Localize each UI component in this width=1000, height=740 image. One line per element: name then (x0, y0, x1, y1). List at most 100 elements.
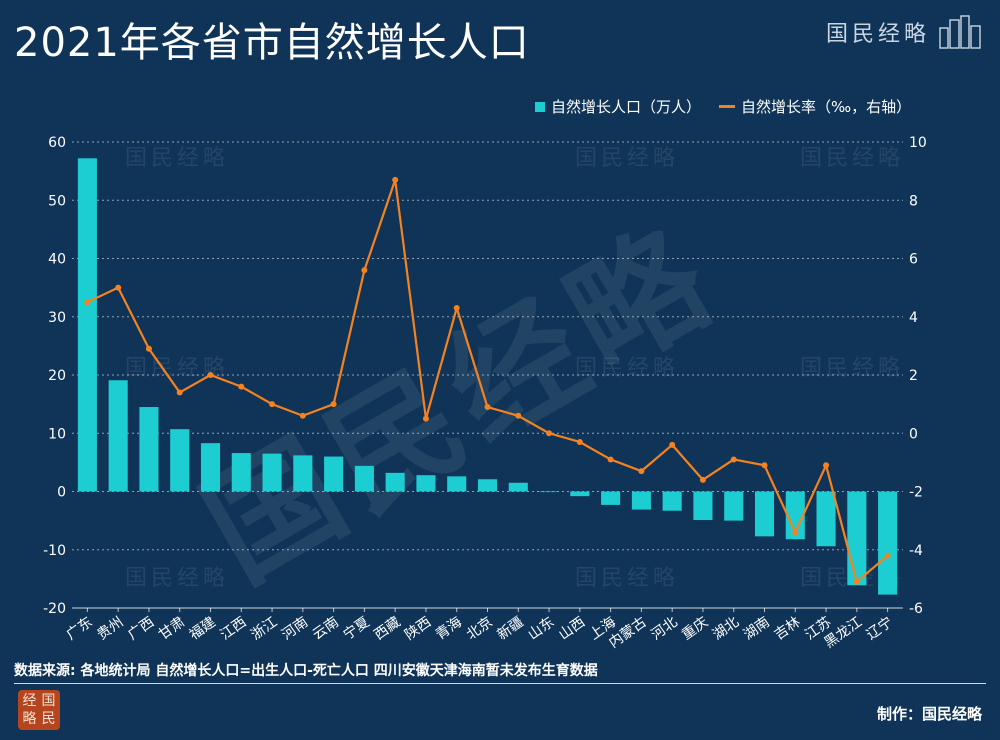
x-tick-label: 湖北 (710, 614, 742, 643)
y-tick-label-right: -6 (909, 601, 923, 617)
rate-point (392, 176, 399, 183)
rate-point (884, 552, 891, 559)
bar (631, 491, 651, 510)
x-tick-label: 新疆 (494, 614, 526, 643)
y-tick-label-right: 4 (909, 310, 918, 326)
legend-label-bar: 自然增长人口（万人） (551, 98, 702, 116)
legend-swatch-bar (535, 101, 545, 112)
bar (385, 472, 405, 492)
seal-char: 略 (22, 711, 37, 727)
x-tick-label: 湖南 (741, 614, 773, 643)
x-tick-label: 山东 (525, 614, 557, 643)
rate-point (607, 456, 614, 463)
seal-char: 国 (41, 693, 56, 709)
population-chart: 6050403020100-10-201086420-2-4-6广东贵州广西甘肃… (43, 135, 927, 651)
bar (324, 456, 344, 492)
bar (539, 491, 559, 493)
rate-point (299, 412, 306, 419)
credit-text: 制作：国民经略 (876, 705, 982, 723)
y-tick-label-right: 2 (909, 368, 918, 384)
data-source-note: 数据来源: 各地统计局 自然增长人口=出生人口-死亡人口 四川安徽天津海南暂未发… (14, 663, 598, 679)
y-tick-label-left: 50 (48, 193, 66, 209)
bar (170, 429, 190, 492)
rate-point (207, 372, 214, 378)
rate-point (84, 299, 91, 306)
y-tick-label-left: 0 (57, 485, 66, 501)
rate-point (669, 441, 676, 448)
bar (354, 465, 374, 492)
bar (108, 380, 128, 492)
y-tick-label-left: 10 (48, 426, 66, 442)
brand-name: 国民经略 (825, 22, 930, 47)
rate-point (730, 456, 737, 463)
bar (570, 491, 590, 497)
seal-char: 经 (22, 693, 37, 709)
footer-divider (14, 683, 986, 684)
rate-point (145, 345, 152, 352)
rate-point (422, 415, 429, 422)
x-tick-label: 青海 (433, 614, 465, 643)
rate-point (115, 284, 122, 291)
legend-item-bar: 自然增长人口（万人） (535, 96, 701, 117)
y-tick-label-right: -2 (909, 485, 923, 501)
bar (139, 407, 159, 492)
brand-logo: 国民经略 (826, 14, 982, 50)
bar (416, 475, 436, 492)
bar (200, 443, 221, 492)
x-tick-label: 河南 (279, 614, 311, 643)
x-tick-label: 重庆 (679, 614, 711, 643)
bar (601, 491, 621, 505)
y-tick-label-left: 60 (48, 135, 66, 151)
y-tick-label-left: 20 (48, 368, 66, 384)
rate-point (853, 578, 860, 585)
seal-logo: 经 国 略 民 (18, 690, 60, 730)
page-title: 2021年各省市自然增长人口 (14, 20, 530, 66)
x-tick-label: 云南 (310, 614, 342, 643)
seal-char: 民 (41, 711, 56, 727)
rate-point (638, 468, 645, 475)
bar (724, 491, 744, 521)
legend-label-line: 自然增长率（‰，右轴） (741, 98, 912, 116)
x-tick-label: 辽宁 (863, 613, 896, 643)
rate-point (699, 476, 706, 483)
x-tick-label: 河北 (648, 614, 680, 643)
rate-point (576, 438, 583, 445)
x-tick-label: 陕西 (402, 614, 434, 643)
legend-item-line: 自然增长率（‰，右轴） (719, 96, 911, 117)
y-tick-label-right: 10 (909, 135, 927, 151)
rate-point (546, 430, 553, 437)
bar (262, 453, 282, 492)
y-tick-label-left: 40 (48, 252, 66, 268)
rate-point (761, 462, 768, 469)
legend-swatch-line (719, 105, 736, 108)
bar (816, 491, 836, 547)
x-tick-label: 浙江 (248, 614, 280, 643)
rate-point (176, 389, 183, 396)
x-tick-label: 广西 (125, 614, 157, 643)
rate-point (330, 401, 337, 408)
bar (662, 491, 682, 511)
x-tick-label: 福建 (187, 614, 219, 643)
rate-point (269, 401, 276, 408)
y-tick-label-left: 30 (48, 310, 66, 326)
chart-legend: 自然增长人口（万人） 自然增长率（‰，右轴） (535, 96, 911, 117)
x-tick-label: 宁夏 (340, 613, 373, 643)
x-tick-label: 西藏 (371, 614, 403, 643)
x-tick-label: 贵州 (94, 614, 126, 643)
bar (878, 491, 898, 595)
bar (693, 491, 713, 521)
bar (785, 491, 805, 540)
bar (77, 158, 97, 492)
y-tick-label-right: 0 (909, 426, 918, 442)
y-tick-label-right: 6 (909, 252, 918, 268)
bar (447, 476, 467, 492)
rate-point (792, 529, 799, 536)
x-tick-label: 广东 (64, 614, 96, 643)
y-tick-label-right: 8 (909, 193, 918, 209)
rate-point (484, 404, 491, 411)
bar (293, 455, 313, 492)
bar (754, 491, 775, 537)
bar (477, 479, 498, 492)
x-tick-label: 吉林 (771, 614, 803, 643)
rate-point (453, 305, 460, 312)
